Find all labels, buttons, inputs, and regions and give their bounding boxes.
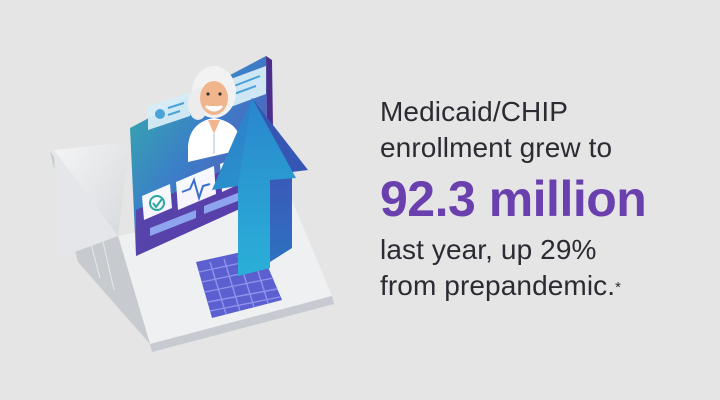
- laptop-lid: [50, 142, 150, 344]
- footnote-mark: *: [615, 279, 622, 296]
- statistic-highlight: 92.3 million: [380, 171, 647, 227]
- chat-bubble-right: [228, 66, 266, 108]
- laptop-telehealth-illustration: [50, 56, 334, 352]
- statistic-line-3: last year, up 29%: [380, 234, 597, 265]
- statistic-line-1: Medicaid/CHIP: [380, 96, 569, 127]
- chat-bubble-icon: [148, 92, 190, 130]
- enrollment-statistic: Medicaid/CHIP enrollment grew to 92.3 mi…: [380, 94, 710, 304]
- checkmark-shield-icon: [149, 195, 165, 211]
- doctor-avatar-icon: [188, 66, 240, 162]
- statistic-line-4: from prepandemic.*: [380, 268, 710, 304]
- up-arrow-icon: [212, 98, 308, 276]
- statistic-line-4-text: from prepandemic.: [380, 270, 616, 301]
- heartbeat-icon: [181, 177, 211, 202]
- statistic-line-2: enrollment grew to: [380, 132, 613, 163]
